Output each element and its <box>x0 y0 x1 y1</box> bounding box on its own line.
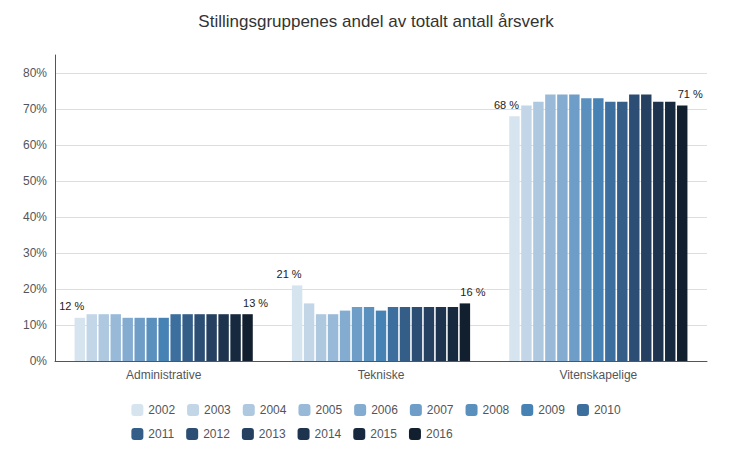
svg-text:80%: 80% <box>23 66 47 80</box>
svg-text:2010: 2010 <box>594 403 621 417</box>
svg-text:2015: 2015 <box>370 427 397 441</box>
svg-text:21 %: 21 % <box>277 268 302 280</box>
svg-text:2006: 2006 <box>371 403 398 417</box>
svg-text:Stillingsgruppenes andel av to: Stillingsgruppenes andel av totalt antal… <box>198 12 554 31</box>
svg-text:2009: 2009 <box>538 403 565 417</box>
svg-text:68 %: 68 % <box>494 99 519 111</box>
svg-text:71 %: 71 % <box>678 88 703 100</box>
svg-text:Administrative: Administrative <box>126 368 202 382</box>
svg-text:2016: 2016 <box>426 427 453 441</box>
svg-text:2011: 2011 <box>148 427 174 441</box>
svg-text:2005: 2005 <box>315 403 342 417</box>
svg-text:Tekniske: Tekniske <box>358 368 405 382</box>
svg-text:Vitenskapelige: Vitenskapelige <box>559 368 637 382</box>
svg-text:2012: 2012 <box>203 427 230 441</box>
svg-text:12 %: 12 % <box>59 300 84 312</box>
svg-text:0%: 0% <box>30 354 48 368</box>
svg-text:70%: 70% <box>23 102 47 116</box>
svg-text:50%: 50% <box>23 174 47 188</box>
svg-text:2002: 2002 <box>148 403 175 417</box>
svg-text:20%: 20% <box>23 282 47 296</box>
svg-text:40%: 40% <box>23 210 47 224</box>
svg-text:2014: 2014 <box>315 427 342 441</box>
svg-text:2013: 2013 <box>259 427 286 441</box>
svg-text:16 %: 16 % <box>460 286 485 298</box>
svg-text:60%: 60% <box>23 138 47 152</box>
svg-text:2007: 2007 <box>427 403 454 417</box>
svg-text:13 %: 13 % <box>243 297 268 309</box>
svg-text:30%: 30% <box>23 246 47 260</box>
svg-text:2003: 2003 <box>204 403 231 417</box>
svg-text:2008: 2008 <box>483 403 510 417</box>
svg-text:2004: 2004 <box>260 403 287 417</box>
svg-text:10%: 10% <box>23 318 47 332</box>
